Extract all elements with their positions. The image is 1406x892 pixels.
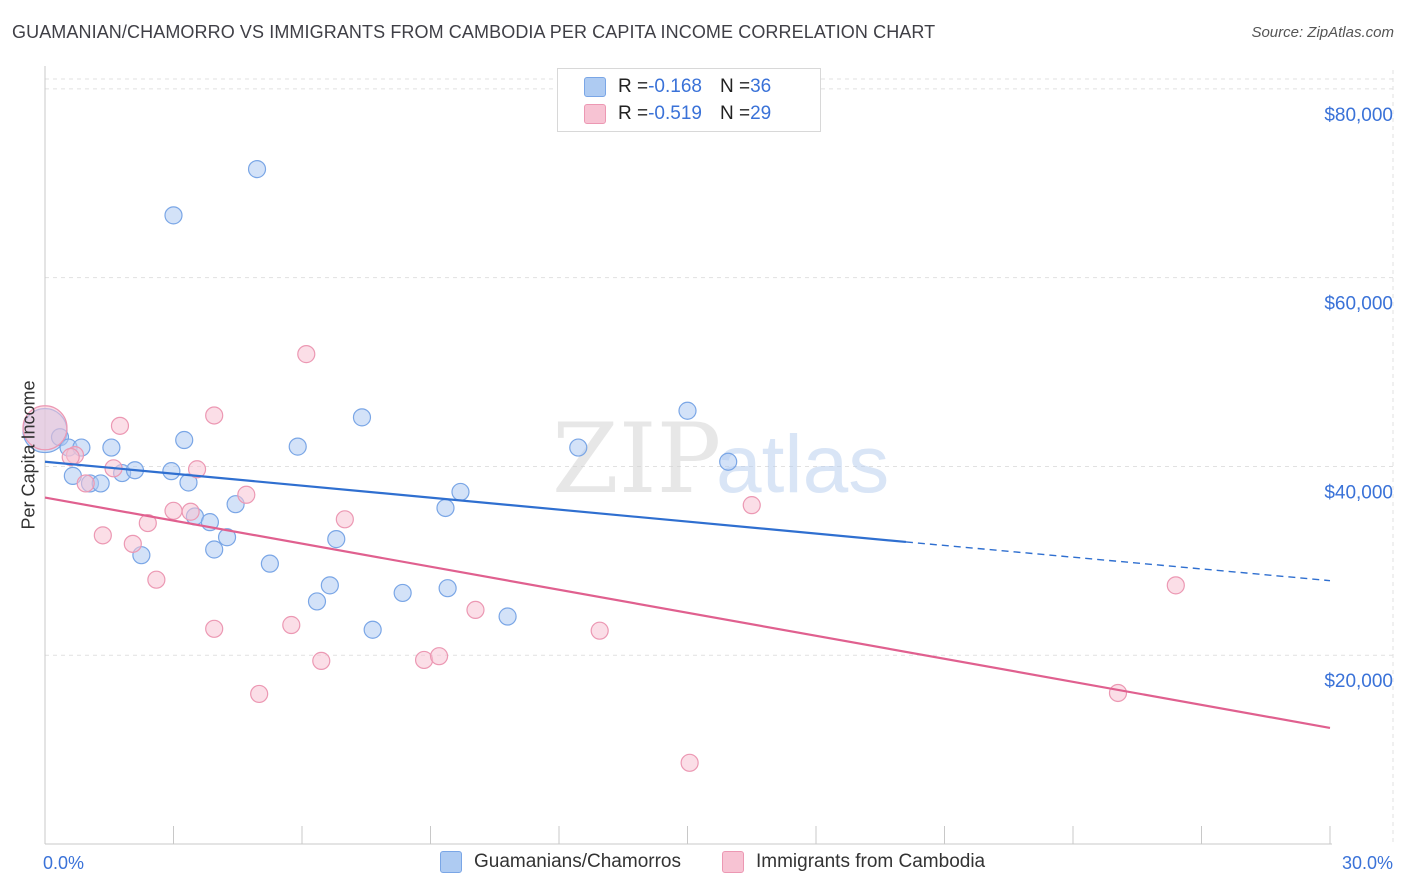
- cambodia-point: [590, 621, 609, 640]
- y-tick-label: $20,000: [1324, 671, 1393, 692]
- cambodia-point: [237, 485, 256, 504]
- cambodia-point: [187, 460, 207, 479]
- watermark-atlas: atlas: [716, 419, 889, 510]
- cambodia-point: [138, 513, 157, 533]
- x-tick-label: 0.0%: [43, 853, 84, 873]
- guamanian-point: [719, 452, 738, 471]
- cambodia-point: [680, 753, 699, 772]
- guamanian-point: [451, 482, 470, 502]
- series-label: Guamanians/Chamorros: [474, 851, 681, 872]
- series-swatch-blue: [440, 851, 462, 873]
- tick-labels: $20,000 $40,000 $60,000 $80,000 0.0% 30.0%: [43, 105, 1393, 873]
- series-label: Immigrants from Cambodia: [756, 851, 986, 872]
- watermark-zip: ZIP: [552, 403, 721, 515]
- guamanian-point: [307, 592, 327, 611]
- legend-swatch-pink: [584, 104, 606, 124]
- guamanian-point: [288, 437, 307, 456]
- cambodia-point: [312, 651, 331, 670]
- cambodia-point: [466, 600, 485, 620]
- guamanian-point: [436, 498, 455, 518]
- legend-row-cambodia: R = -0.519 N = 29: [584, 101, 771, 127]
- guamanian-point: [352, 408, 372, 427]
- legend-r-label: R =: [618, 103, 649, 124]
- guamanian-point: [327, 530, 346, 549]
- cambodia-point: [205, 406, 224, 425]
- series-legend-guamanians: Guamanians/Chamorros: [440, 851, 681, 873]
- y-axis-label: Per Capita Income: [18, 380, 39, 530]
- cambodia-point: [147, 570, 166, 589]
- guamanian-point: [205, 540, 224, 559]
- cambodia-point: [742, 496, 761, 515]
- cambodia-point: [110, 416, 130, 435]
- cambodia-point: [22, 405, 68, 451]
- legend-row-guamanians: R = -0.168 N = 36: [584, 74, 771, 100]
- cambodia-point: [414, 650, 434, 670]
- cambodia-point: [61, 447, 80, 467]
- guamanian-point: [438, 579, 457, 598]
- x-tick-label: 30.0%: [1342, 853, 1393, 873]
- cambodia-point: [123, 534, 142, 553]
- cambodia-point: [1108, 683, 1128, 703]
- correlation-legend: R = -0.168 N = 36 R = -0.519 N = 29: [557, 68, 821, 132]
- axes: [44, 66, 1332, 845]
- guamanian-point: [164, 206, 183, 225]
- legend-n-label: N =: [719, 103, 751, 124]
- guamanian-point: [162, 462, 181, 481]
- series-legend-cambodia: Immigrants from Cambodia: [722, 851, 985, 873]
- cambodia-point: [181, 502, 200, 521]
- series-swatch-pink: [722, 851, 744, 873]
- guamanian-point: [217, 528, 237, 547]
- cambodia-point: [335, 510, 354, 529]
- guamanian-point: [678, 401, 697, 420]
- guamanian-trend-line: [44, 460, 907, 544]
- guamanian-point: [320, 576, 339, 595]
- guamanian-trend-extension: [905, 541, 1331, 582]
- legend-r-label: R =: [618, 76, 649, 97]
- guamanian-point: [498, 607, 517, 626]
- trend-lines: [44, 460, 1331, 729]
- cambodia-point: [76, 474, 95, 493]
- cambodia-point: [205, 619, 224, 638]
- y-tick-label: $60,000: [1324, 294, 1393, 315]
- guamanian-point: [363, 620, 382, 639]
- chart-title: GUAMANIAN/CHAMORRO VS IMMIGRANTS FROM CA…: [12, 22, 936, 42]
- cambodia-trend-line: [44, 496, 1331, 729]
- legend-n-label: N =: [719, 76, 751, 97]
- guamanian-point: [569, 438, 588, 457]
- legend-r-value: -0.519: [648, 103, 702, 124]
- cambodia-point: [429, 647, 449, 666]
- y-tick-label: $40,000: [1324, 482, 1393, 503]
- guamanian-point: [260, 554, 279, 573]
- cambodia-point: [1166, 576, 1185, 595]
- guamanian-point: [179, 473, 198, 492]
- cambodia-point: [164, 501, 183, 520]
- guamanian-point: [175, 430, 194, 450]
- legend-n-value: 36: [750, 76, 772, 97]
- cambodia-point: [250, 684, 269, 704]
- legend-n-value: 29: [750, 103, 772, 124]
- cambodia-point: [297, 345, 316, 364]
- data-points: [22, 160, 1185, 772]
- gridlines: [45, 70, 1394, 844]
- y-tick-label: $80,000: [1324, 105, 1393, 126]
- guamanian-point: [247, 160, 267, 179]
- guamanian-point: [393, 583, 412, 603]
- guamanian-point: [102, 438, 121, 457]
- cambodia-point: [93, 526, 112, 545]
- legend-r-value: -0.168: [648, 76, 702, 97]
- legend-swatch-blue: [584, 77, 606, 97]
- cambodia-point: [282, 615, 301, 635]
- source-credit: Source: ZipAtlas.com: [1251, 24, 1394, 41]
